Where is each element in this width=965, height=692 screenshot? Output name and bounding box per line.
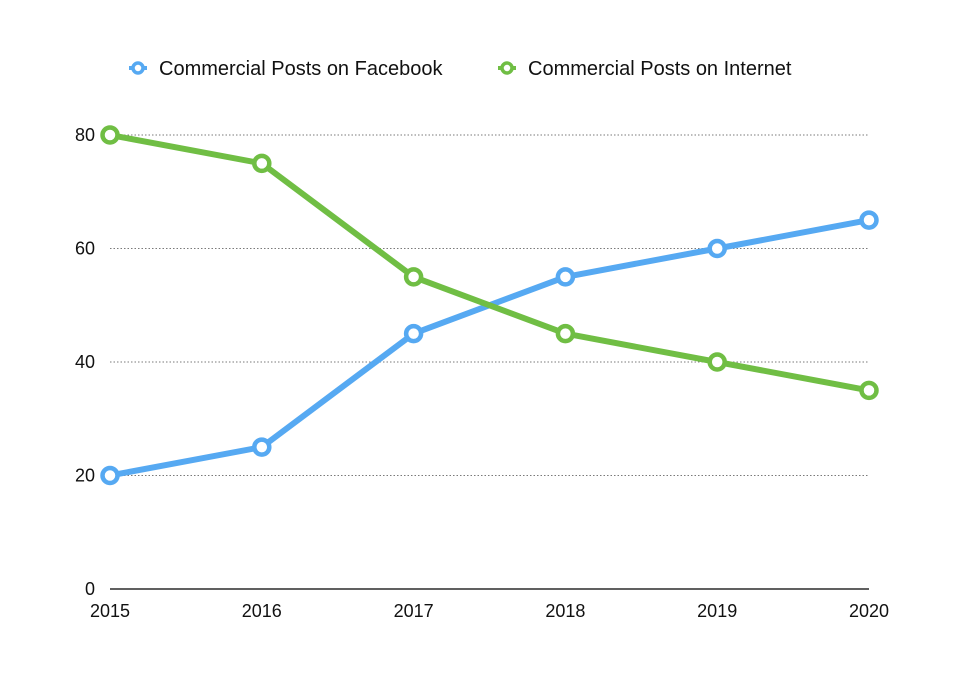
data-point <box>100 465 120 486</box>
series-line <box>107 217 872 479</box>
data-point <box>707 238 727 259</box>
data-point <box>707 352 727 372</box>
x-axis-ticks: 2015 2016 2017 2018 2019 2020 <box>90 601 889 621</box>
x-tick-label: 2017 <box>394 601 434 621</box>
legend-point-marker <box>131 61 145 75</box>
legend-item-2: Commercial Posts on Internet <box>498 58 792 80</box>
x-tick-label: 2018 <box>545 601 585 621</box>
data-point <box>252 437 272 457</box>
data-point <box>252 153 272 174</box>
y-tick-label: 0 <box>85 579 95 599</box>
data-point <box>859 210 879 230</box>
x-tick-label: 2016 <box>242 601 282 621</box>
y-tick-label: 80 <box>75 125 95 145</box>
x-tick-label: 2020 <box>849 601 889 621</box>
data-point <box>555 323 576 344</box>
data-point <box>403 323 424 344</box>
legend-point-marker <box>500 61 514 75</box>
legend-item-1: Commercial Posts on Facebook <box>129 58 443 80</box>
series-1 <box>100 210 879 486</box>
data-point <box>859 380 879 401</box>
y-tick-label: 60 <box>75 239 95 259</box>
series-2 <box>100 125 879 401</box>
y-tick-label: 40 <box>75 352 95 372</box>
x-tick-label: 2015 <box>90 601 130 621</box>
y-tick-label: 20 <box>75 466 95 486</box>
grid <box>110 134 869 476</box>
legend-label: Commercial Posts on Facebook <box>159 58 443 80</box>
series-layer <box>100 125 879 486</box>
legend: Commercial Posts on Facebook Commercial P… <box>129 58 792 80</box>
series-line <box>107 132 872 394</box>
data-point <box>403 267 424 287</box>
legend-label: Commercial Posts on Internet <box>528 58 792 80</box>
data-point <box>100 125 120 145</box>
data-point <box>555 267 576 287</box>
x-tick-label: 2019 <box>697 601 737 621</box>
y-axis-ticks: 0 20 40 60 80 <box>75 125 95 599</box>
